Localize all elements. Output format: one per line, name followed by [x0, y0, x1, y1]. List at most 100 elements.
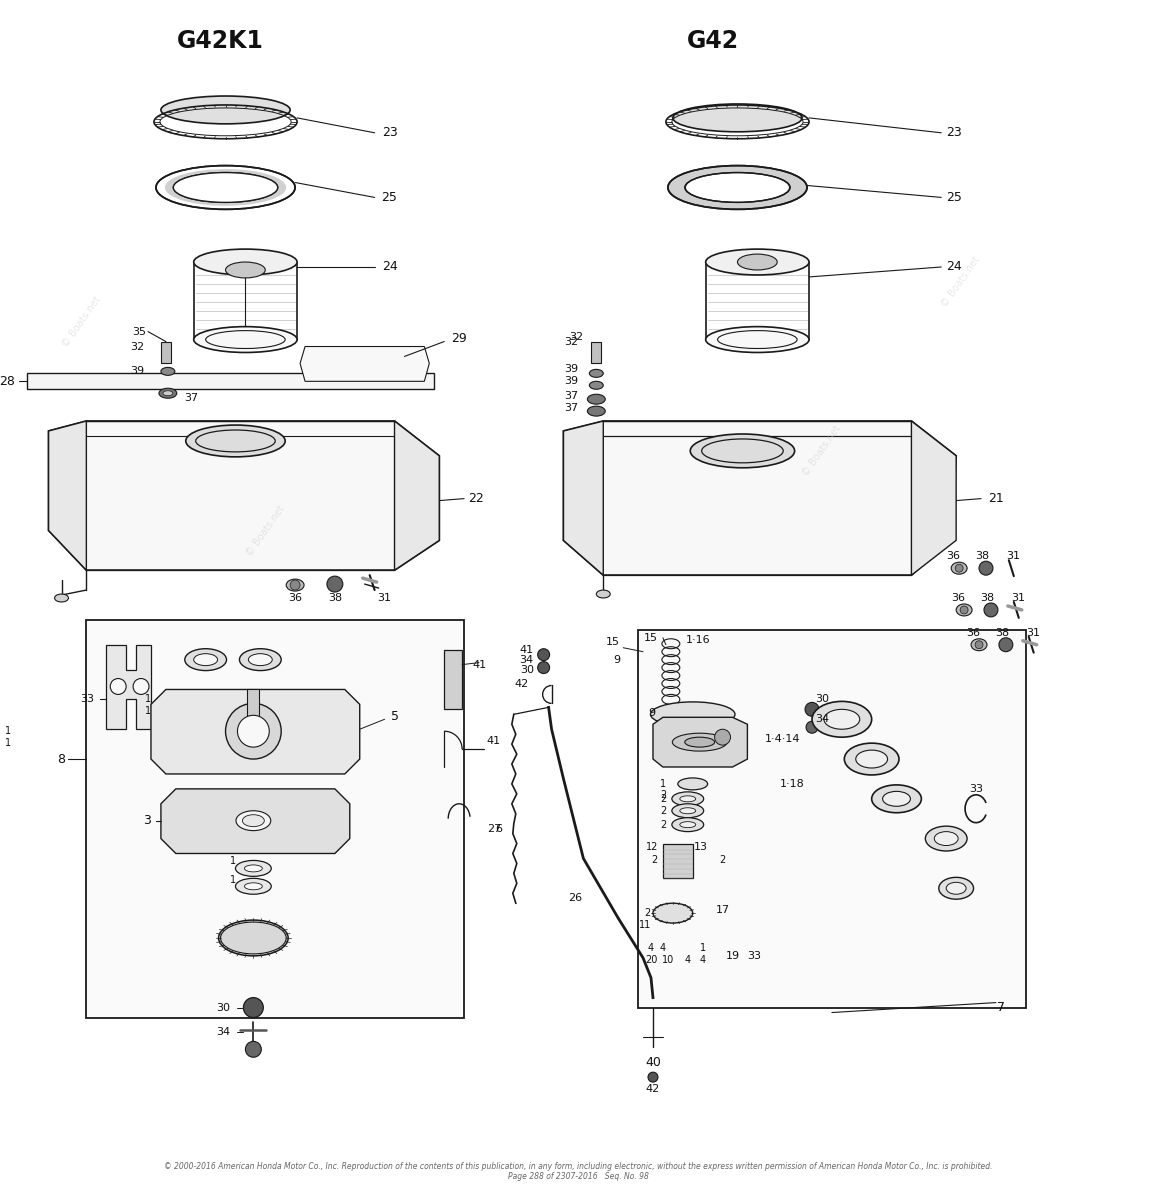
Text: 1: 1 [5, 738, 10, 748]
Text: 24: 24 [946, 260, 963, 274]
Text: 30: 30 [216, 1002, 230, 1013]
Ellipse shape [684, 737, 714, 748]
Text: 26: 26 [568, 893, 583, 904]
Text: 34: 34 [815, 714, 829, 725]
Text: 2: 2 [660, 790, 666, 800]
Ellipse shape [672, 817, 704, 832]
Text: 1·18: 1·18 [780, 779, 805, 788]
Ellipse shape [844, 743, 899, 775]
Ellipse shape [882, 791, 911, 806]
Text: 22: 22 [468, 492, 484, 505]
Ellipse shape [673, 733, 727, 751]
Bar [161, 342, 171, 364]
Text: 2: 2 [720, 856, 726, 865]
Text: 12: 12 [645, 841, 658, 852]
Ellipse shape [161, 367, 175, 376]
Ellipse shape [938, 877, 974, 899]
Text: © Boats.net: © Boats.net [940, 254, 982, 310]
Text: 3: 3 [143, 814, 151, 827]
Ellipse shape [812, 701, 872, 737]
Ellipse shape [193, 250, 297, 275]
Ellipse shape [651, 702, 735, 727]
Text: 38: 38 [328, 593, 342, 604]
Ellipse shape [163, 391, 172, 396]
Text: 1: 1 [699, 943, 706, 953]
Text: 1: 1 [145, 707, 151, 716]
Ellipse shape [680, 796, 696, 802]
Ellipse shape [673, 104, 802, 132]
Text: 28: 28 [0, 374, 15, 388]
Text: 31: 31 [1006, 551, 1020, 562]
Text: 41: 41 [520, 644, 534, 655]
Text: 33: 33 [969, 784, 983, 794]
Ellipse shape [971, 638, 987, 650]
Bar [662, 844, 692, 878]
Polygon shape [151, 690, 360, 774]
Polygon shape [564, 421, 956, 575]
Text: 15: 15 [644, 632, 658, 643]
Text: 31: 31 [1026, 628, 1040, 638]
Ellipse shape [668, 166, 807, 209]
Ellipse shape [193, 326, 297, 353]
Ellipse shape [589, 370, 604, 377]
Ellipse shape [245, 865, 262, 872]
Ellipse shape [951, 563, 967, 574]
Polygon shape [106, 644, 151, 730]
Polygon shape [161, 788, 350, 853]
Text: 1: 1 [145, 695, 151, 704]
Circle shape [960, 606, 968, 614]
Text: 36: 36 [289, 593, 302, 604]
Text: 42: 42 [646, 1084, 660, 1094]
Text: © Boats.net: © Boats.net [800, 424, 843, 478]
Text: 37: 37 [565, 403, 578, 413]
Ellipse shape [286, 580, 304, 592]
Text: 10: 10 [661, 955, 674, 965]
Ellipse shape [672, 804, 704, 817]
Circle shape [237, 715, 269, 748]
Polygon shape [394, 421, 439, 570]
Ellipse shape [653, 904, 692, 923]
Text: 8: 8 [58, 752, 66, 766]
Text: 19: 19 [726, 950, 739, 961]
Polygon shape [564, 421, 604, 575]
Text: 1: 1 [660, 726, 666, 737]
Bar [247, 690, 260, 718]
Text: 40: 40 [645, 1056, 661, 1069]
Text: 5: 5 [391, 710, 399, 722]
Text: 36: 36 [946, 551, 960, 562]
Circle shape [999, 637, 1013, 652]
Ellipse shape [186, 425, 285, 457]
Text: 37: 37 [184, 394, 198, 403]
Ellipse shape [934, 832, 958, 846]
Text: 4: 4 [699, 955, 706, 965]
Circle shape [290, 580, 300, 590]
Ellipse shape [243, 815, 264, 827]
Ellipse shape [589, 382, 604, 389]
Circle shape [714, 730, 730, 745]
Ellipse shape [706, 326, 810, 353]
Text: 4: 4 [647, 943, 654, 953]
Ellipse shape [856, 750, 888, 768]
Text: 9: 9 [613, 655, 620, 665]
Circle shape [225, 703, 282, 760]
Polygon shape [912, 421, 956, 575]
Text: 1: 1 [230, 857, 237, 866]
Text: G42K1: G42K1 [177, 29, 264, 53]
Circle shape [975, 641, 983, 649]
Circle shape [244, 997, 263, 1018]
Text: 36: 36 [951, 593, 965, 604]
Text: 23: 23 [382, 126, 398, 139]
Ellipse shape [225, 262, 266, 278]
Text: 4: 4 [684, 955, 691, 965]
Text: © Boats.net: © Boats.net [60, 294, 102, 349]
Ellipse shape [684, 173, 790, 203]
Ellipse shape [737, 254, 777, 270]
Circle shape [805, 702, 819, 716]
Circle shape [806, 721, 818, 733]
Ellipse shape [597, 590, 611, 598]
Ellipse shape [690, 434, 795, 468]
Text: 33: 33 [81, 695, 94, 704]
Circle shape [245, 1042, 261, 1057]
Ellipse shape [680, 808, 696, 814]
Circle shape [956, 564, 963, 572]
